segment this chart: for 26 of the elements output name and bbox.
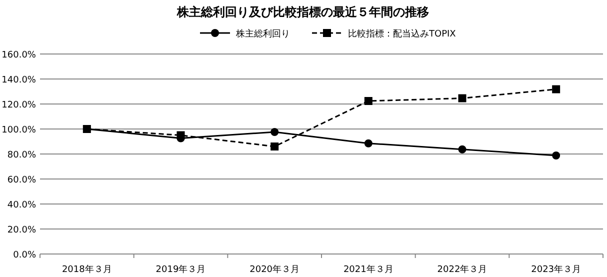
y-tick-label: 20.0% [7,226,36,236]
x-tick-label: 2022年３月 [437,264,488,275]
legend-label: 比較指標：配当込みTOPIX [348,28,456,40]
chart-title: 株主総利回り及び比較指標の最近５年間の推移 [176,5,429,19]
y-tick-label: 160.0% [2,50,36,60]
y-tick-label: 0.0% [13,250,36,260]
point [270,128,279,136]
point [364,139,372,148]
y-tick-label: 80.0% [7,150,36,160]
y-tick-label: 140.0% [2,76,36,86]
point [552,85,560,94]
point [552,152,560,160]
x-tick-label: 2020年３月 [250,264,300,275]
point [458,94,466,102]
x-tick-label: 2021年３月 [343,264,394,275]
y-tick-label: 60.0% [7,176,36,186]
y-tick-label: 40.0% [7,200,36,210]
y-tick-label: 120.0% [2,100,36,110]
x-tick-label: 2018年３月 [62,264,112,275]
point [270,142,279,150]
legend-label: 株主総利回り [235,28,290,40]
y-tick-label: 100.0% [2,126,36,136]
x-tick-label: 2023年３月 [531,264,582,275]
point [458,145,466,154]
point [364,97,372,105]
x-tick-label: 2019年３月 [156,264,206,275]
